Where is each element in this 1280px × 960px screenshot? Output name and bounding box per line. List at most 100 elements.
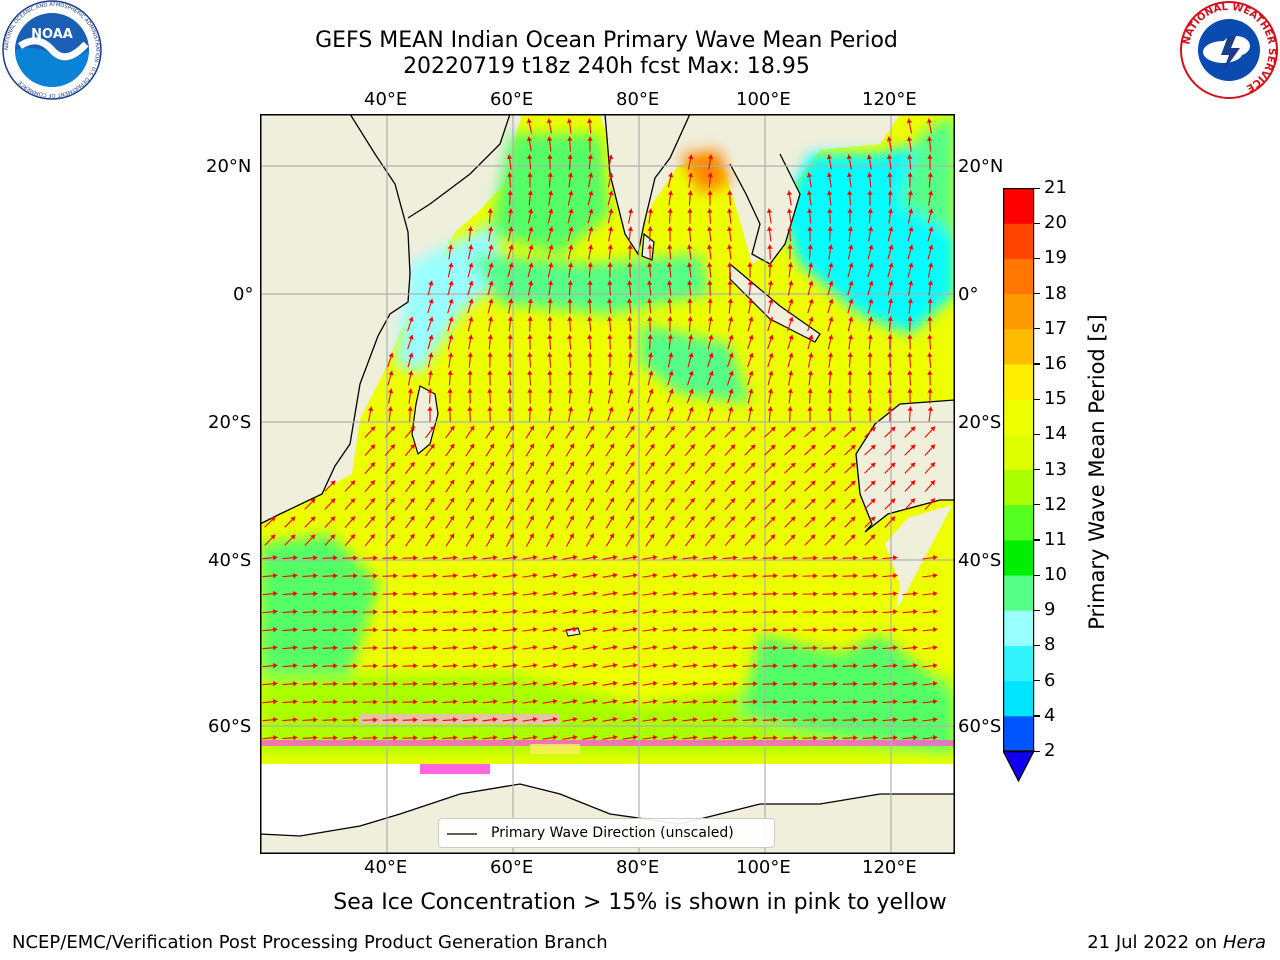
wave-arrow-head — [612, 734, 618, 741]
colorbar-tick-label: 20 — [1044, 212, 1067, 234]
wave-arrow-head — [813, 627, 818, 633]
wave-arrow-head — [313, 699, 318, 705]
wave-arrow-head — [692, 626, 698, 633]
wave-arrow-head — [393, 573, 398, 579]
wave-arrow-head — [810, 426, 816, 432]
wave-arrow-head — [847, 208, 853, 213]
wave-arrow-head — [587, 244, 594, 250]
wave-arrow-head — [773, 627, 778, 633]
right-tick-label: 0° — [958, 284, 979, 305]
wave-arrow-head — [853, 573, 858, 579]
wave-arrow-head — [589, 533, 594, 539]
wave-arrow-head — [692, 680, 698, 687]
wave-arrow-head — [672, 572, 678, 579]
wave-arrow-head — [672, 734, 678, 741]
wave-arrow-head — [767, 280, 774, 286]
colorbar-block — [1003, 399, 1034, 435]
wave-arrow-head — [413, 573, 418, 579]
wave-arrow-head — [870, 462, 876, 468]
coastline-antarctica — [260, 783, 955, 837]
wave-arrow-head — [907, 334, 913, 339]
wave-arrow-head — [592, 590, 598, 597]
left-tick-label: 20°N — [206, 156, 252, 177]
wave-arrow-head — [669, 515, 675, 521]
wave-arrow-head — [813, 717, 818, 723]
colorbar — [1002, 188, 1043, 788]
wave-arrow-head — [433, 627, 438, 633]
wave-arrow-head — [429, 479, 435, 485]
wave-arrow-head — [750, 534, 756, 540]
wave-arrow-head — [733, 555, 738, 561]
wave-arrow-head — [687, 172, 694, 178]
top-tick-label: 80°E — [616, 89, 660, 110]
wave-arrow-head — [527, 172, 533, 177]
wave-arrow-head — [853, 555, 858, 561]
wave-arrow-head — [507, 208, 514, 214]
wave-arrow-head — [509, 461, 514, 467]
wave-arrow-head — [552, 662, 558, 669]
wave-arrow-head — [453, 573, 458, 579]
wave-arrow-head — [873, 627, 878, 633]
wave-arrow-head — [928, 262, 934, 268]
wave-arrow-head — [587, 136, 593, 141]
wave-arrow-head — [668, 352, 674, 358]
wave-arrow-head — [750, 444, 756, 450]
wave-arrow-head — [907, 352, 913, 357]
wave-arrow-head — [733, 717, 738, 723]
wave-arrow-head — [608, 208, 614, 214]
wave-arrow-head — [552, 572, 558, 579]
wave-arrow-head — [649, 497, 655, 503]
footer-date-text: 21 Jul 2022 on — [1087, 932, 1223, 953]
wave-arrow-head — [453, 717, 458, 723]
coastline-australia — [855, 399, 955, 533]
wave-arrow-head — [627, 334, 633, 339]
wave-arrow-head — [632, 590, 638, 597]
wave-arrow-head — [588, 208, 594, 214]
wave-arrow-head — [887, 190, 893, 195]
wave-arrow-head — [652, 662, 658, 669]
colorbar-block — [1003, 715, 1034, 752]
wave-arrow-head — [833, 591, 838, 597]
colorbar-block — [1003, 680, 1034, 717]
wave-arrow-head — [512, 734, 518, 741]
wave-arrow-head — [293, 735, 298, 741]
wave-arrow-head — [547, 316, 553, 321]
wave-arrow-head — [532, 734, 538, 741]
wave-arrow-head — [330, 498, 336, 504]
wave-arrow-head — [689, 516, 695, 522]
wave-arrow-head — [867, 208, 873, 213]
wave-arrow-head — [428, 298, 434, 304]
wave-arrow-head — [529, 425, 535, 431]
wave-arrow-head — [507, 388, 513, 393]
wave-arrow-head — [927, 406, 934, 412]
legend-line-sample — [447, 833, 477, 835]
wave-arrow-head — [850, 516, 856, 522]
wave-arrow-head — [692, 608, 698, 615]
colorbar-block — [1003, 293, 1034, 330]
wave-arrow-head — [507, 316, 514, 322]
wave-arrow-head — [647, 316, 653, 321]
wave-arrow-head — [887, 208, 894, 214]
top-tick-label: 60°E — [490, 89, 534, 110]
wave-arrow-head — [833, 717, 838, 723]
wave-arrow-head — [587, 298, 593, 303]
wave-arrow-head — [393, 555, 398, 561]
wave-arrow-head — [688, 388, 694, 394]
wave-arrow-head — [373, 645, 378, 651]
wave-arrow-head — [453, 735, 458, 741]
wave-arrow-head — [526, 118, 532, 124]
wave-arrow-head — [609, 479, 615, 485]
wave-arrow-head — [847, 334, 854, 340]
wave-arrow-head — [629, 533, 635, 539]
wave-arrow-head — [930, 498, 935, 504]
wave-arrow-head — [449, 425, 455, 431]
wave-arrow-head — [512, 608, 518, 615]
colorbar-tick-label: 2 — [1044, 740, 1056, 761]
wave-arrow-head — [313, 591, 318, 597]
wave-arrow-head — [669, 426, 675, 432]
wave-arrow-head — [773, 573, 778, 579]
wave-arrow-head — [433, 735, 438, 741]
wave-arrow-head — [770, 516, 776, 522]
wave-arrow-head — [350, 498, 356, 504]
colorbar-under-triangle — [1002, 750, 1035, 783]
